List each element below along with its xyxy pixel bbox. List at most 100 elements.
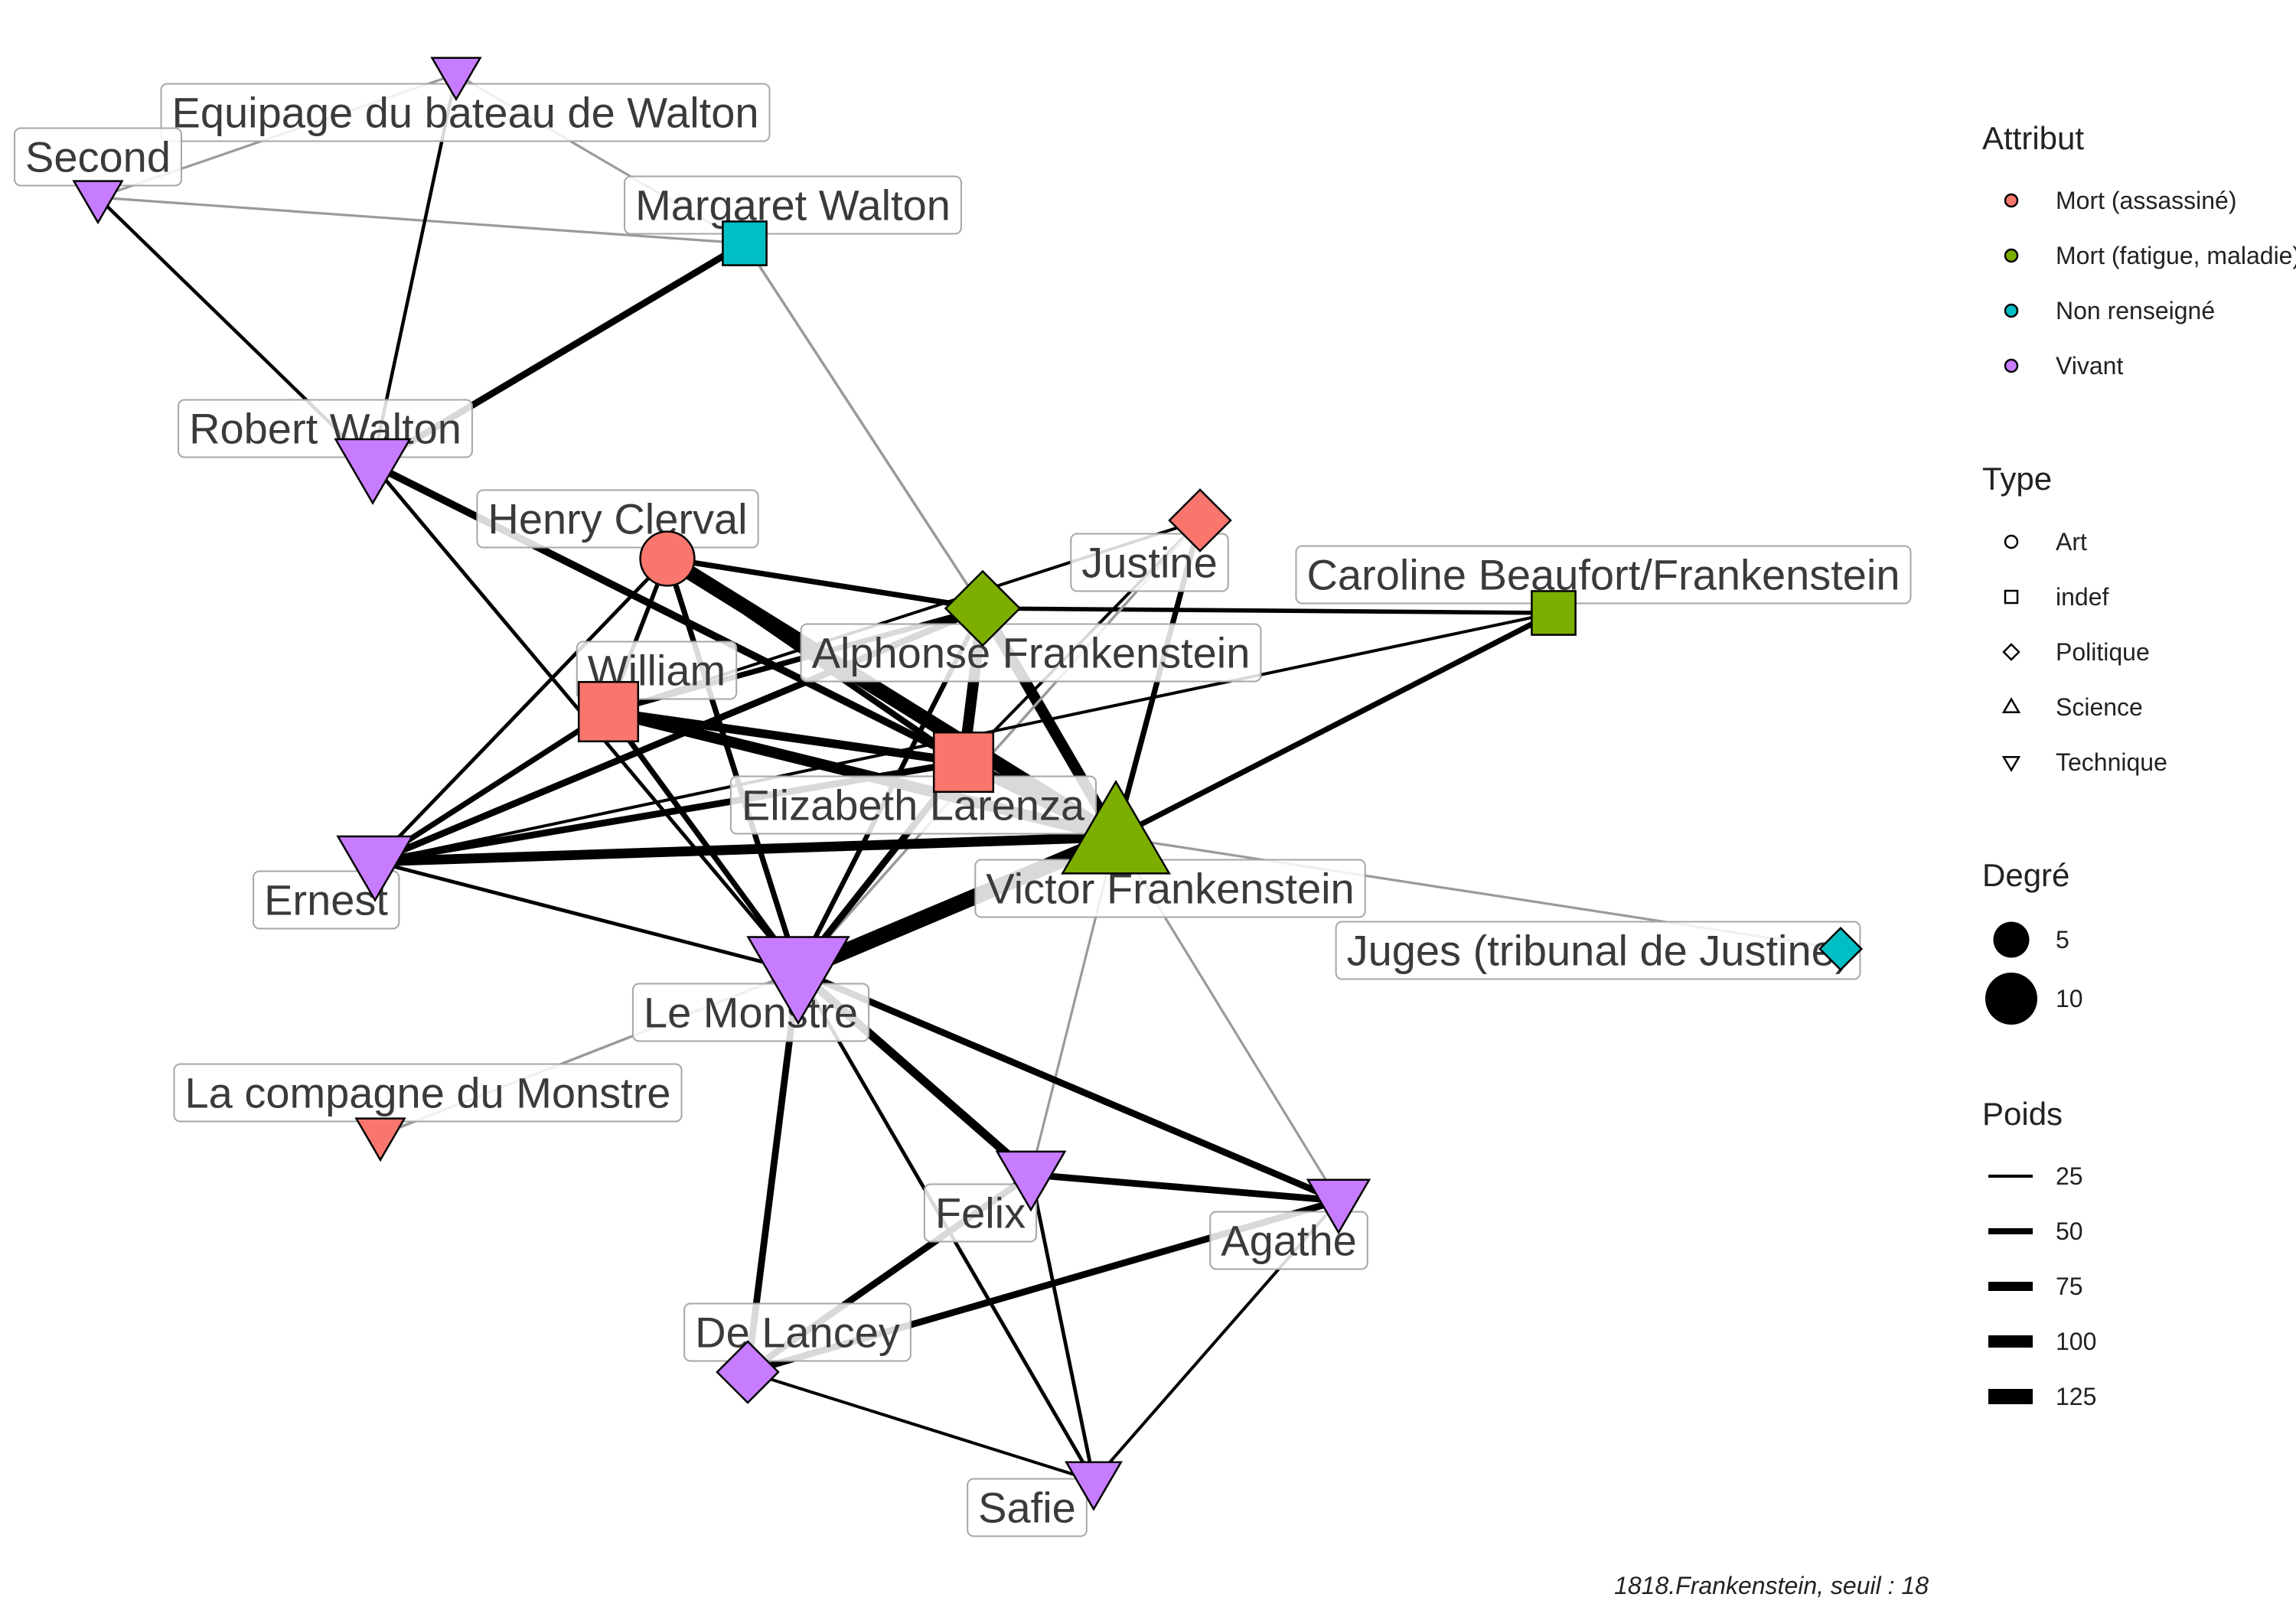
node-victor bbox=[1061, 779, 1171, 875]
node-label-text: Robert Walton bbox=[189, 405, 461, 453]
node-felix bbox=[995, 1150, 1067, 1212]
node-second bbox=[72, 180, 124, 225]
node-label-box bbox=[1209, 1211, 1368, 1270]
edge-ernest-monstre bbox=[374, 859, 799, 973]
node-label-margaret: Margaret Walton bbox=[624, 175, 962, 235]
node-elizabeth bbox=[932, 731, 995, 794]
legend-poids: Poids 25 50 75 100 125 bbox=[1982, 1096, 2096, 1410]
legend-poids-label: 50 bbox=[2056, 1217, 2083, 1245]
node-label-box bbox=[173, 1063, 683, 1123]
legend-type-label: Technique bbox=[2056, 748, 2167, 776]
legend-attribut-title: Attribut bbox=[1982, 120, 2084, 156]
node-label-victor: Victor Frankenstein bbox=[974, 859, 1366, 918]
node-compagne bbox=[354, 1117, 406, 1162]
node-label-text: Caroline Beaufort/Frankenstein bbox=[1306, 551, 1900, 599]
node-label-alphonse: Alphonse Frankenstein bbox=[800, 623, 1262, 683]
legend-type-circle-icon bbox=[2004, 534, 2019, 549]
node-label-safie: Safie bbox=[967, 1478, 1088, 1537]
node-label-box bbox=[1295, 545, 1912, 605]
legend-poids-label: 25 bbox=[2056, 1162, 2083, 1190]
legend-type-label: Politique bbox=[2056, 638, 2150, 666]
edge-william-monstre bbox=[606, 709, 801, 973]
nodes-layer bbox=[72, 57, 1864, 1511]
legend-attr-label: Mort (assassiné) bbox=[2056, 187, 2237, 214]
node-margaret bbox=[722, 220, 768, 266]
legend-degre: Degré 5 10 bbox=[1982, 857, 2083, 1025]
legend-attr-swatch bbox=[2004, 248, 2019, 263]
legend-attr-label: Mort (fatigue, maladie) bbox=[2056, 242, 2296, 269]
legend-type-triangle-up-icon bbox=[2001, 697, 2021, 714]
node-agathe bbox=[1306, 1178, 1371, 1235]
node-alphonse bbox=[944, 569, 1022, 647]
node-label-text: Second bbox=[25, 133, 171, 181]
legend-degre-label: 5 bbox=[2056, 926, 2069, 953]
node-label-clerval: Henry Clerval bbox=[476, 489, 759, 549]
node-label-box bbox=[923, 1183, 1038, 1243]
legend-type: Type Art indef Politique Science Technique bbox=[1982, 461, 2167, 776]
edge-justine-monstre bbox=[797, 519, 1202, 973]
labels-layer: Robert Walton Margaret Walton Equipage du … bbox=[14, 83, 1912, 1537]
node-caroline bbox=[1531, 590, 1577, 636]
node-label-text: Le Monstre bbox=[644, 989, 858, 1037]
node-label-text: Juges (tribunal de Justine) bbox=[1347, 927, 1850, 975]
legend-type-title: Type bbox=[1982, 461, 2052, 497]
edge-william-ernest bbox=[373, 709, 610, 865]
node-label-box bbox=[624, 175, 962, 235]
node-label-box bbox=[683, 1302, 912, 1362]
node-label-agathe: Agathe bbox=[1209, 1211, 1368, 1270]
node-justine bbox=[1168, 488, 1232, 553]
node-label-delancey: De Lancey bbox=[683, 1302, 912, 1362]
caption: 1818.Frankenstein, seuil : 18 bbox=[1614, 1572, 1929, 1599]
legend-poids-label: 125 bbox=[2056, 1383, 2096, 1410]
node-walton bbox=[334, 438, 412, 505]
edge-william-elizabeth bbox=[608, 707, 964, 767]
node-label-monstre: Le Monstre bbox=[631, 983, 870, 1042]
legend-type-square-icon bbox=[2004, 589, 2019, 605]
legend-attr-swatch bbox=[2004, 358, 2019, 373]
node-label-box bbox=[253, 870, 400, 930]
node-label-text: De Lancey bbox=[695, 1309, 900, 1357]
node-william bbox=[577, 680, 640, 743]
legend: Attribut Mort (assassiné) Mort (fatigue, … bbox=[1982, 120, 2296, 1410]
node-label-text: Margaret Walton bbox=[635, 181, 951, 230]
legend-degre-label: 10 bbox=[2056, 985, 2083, 1012]
legend-attr-swatch bbox=[2004, 193, 2019, 208]
node-label-elizabeth: Elizabeth Larenza bbox=[729, 775, 1097, 835]
node-equipage bbox=[430, 57, 482, 102]
edge-second-margaret bbox=[97, 196, 745, 245]
edge-delancey-safie bbox=[747, 1371, 1094, 1482]
legend-degre-swatch bbox=[1993, 921, 2030, 958]
node-juges bbox=[1818, 926, 1864, 972]
legend-degre-title: Degré bbox=[1982, 857, 2069, 893]
node-label-text: Victor Frankenstein bbox=[986, 865, 1354, 913]
node-label-box bbox=[1070, 533, 1229, 592]
legend-type-label: Science bbox=[2056, 693, 2143, 721]
edge-caroline-victor bbox=[1114, 610, 1555, 840]
node-label-walton: Robert Walton bbox=[178, 399, 473, 458]
legend-attr-swatch bbox=[2004, 303, 2019, 318]
node-label-felix: Felix bbox=[923, 1183, 1038, 1243]
node-label-text: Elizabeth Larenza bbox=[742, 781, 1085, 830]
edge-felix-safie bbox=[1029, 1174, 1096, 1482]
edge-monstre-agathe bbox=[797, 967, 1340, 1204]
legend-type-triangle-down-icon bbox=[2001, 755, 2021, 772]
legend-attr-label: Vivant bbox=[2056, 352, 2123, 380]
node-label-box bbox=[800, 623, 1262, 683]
edge-clerval-ernest bbox=[373, 557, 669, 863]
node-label-caroline: Caroline Beaufort/Frankenstein bbox=[1295, 545, 1912, 605]
node-label-text: Henry Clerval bbox=[488, 495, 747, 543]
legend-attr-label: Non renseigné bbox=[2056, 297, 2215, 324]
node-label-equipage: Equipage du bateau de Walton bbox=[160, 83, 771, 142]
node-delancey bbox=[716, 1340, 780, 1404]
legend-poids-title: Poids bbox=[1982, 1096, 2063, 1132]
edge-alphonse-caroline bbox=[982, 606, 1554, 615]
node-label-second: Second bbox=[14, 127, 182, 187]
node-ernest bbox=[336, 835, 414, 902]
node-safie bbox=[1065, 1461, 1123, 1511]
edge-victor-ernest bbox=[374, 832, 1117, 867]
legend-attribut: Attribut Mort (assassiné) Mort (fatigue, … bbox=[1982, 120, 2296, 380]
node-label-box bbox=[729, 775, 1097, 835]
node-label-compagne: La compagne du Monstre bbox=[173, 1063, 683, 1123]
edge-clerval-alphonse bbox=[667, 556, 983, 611]
